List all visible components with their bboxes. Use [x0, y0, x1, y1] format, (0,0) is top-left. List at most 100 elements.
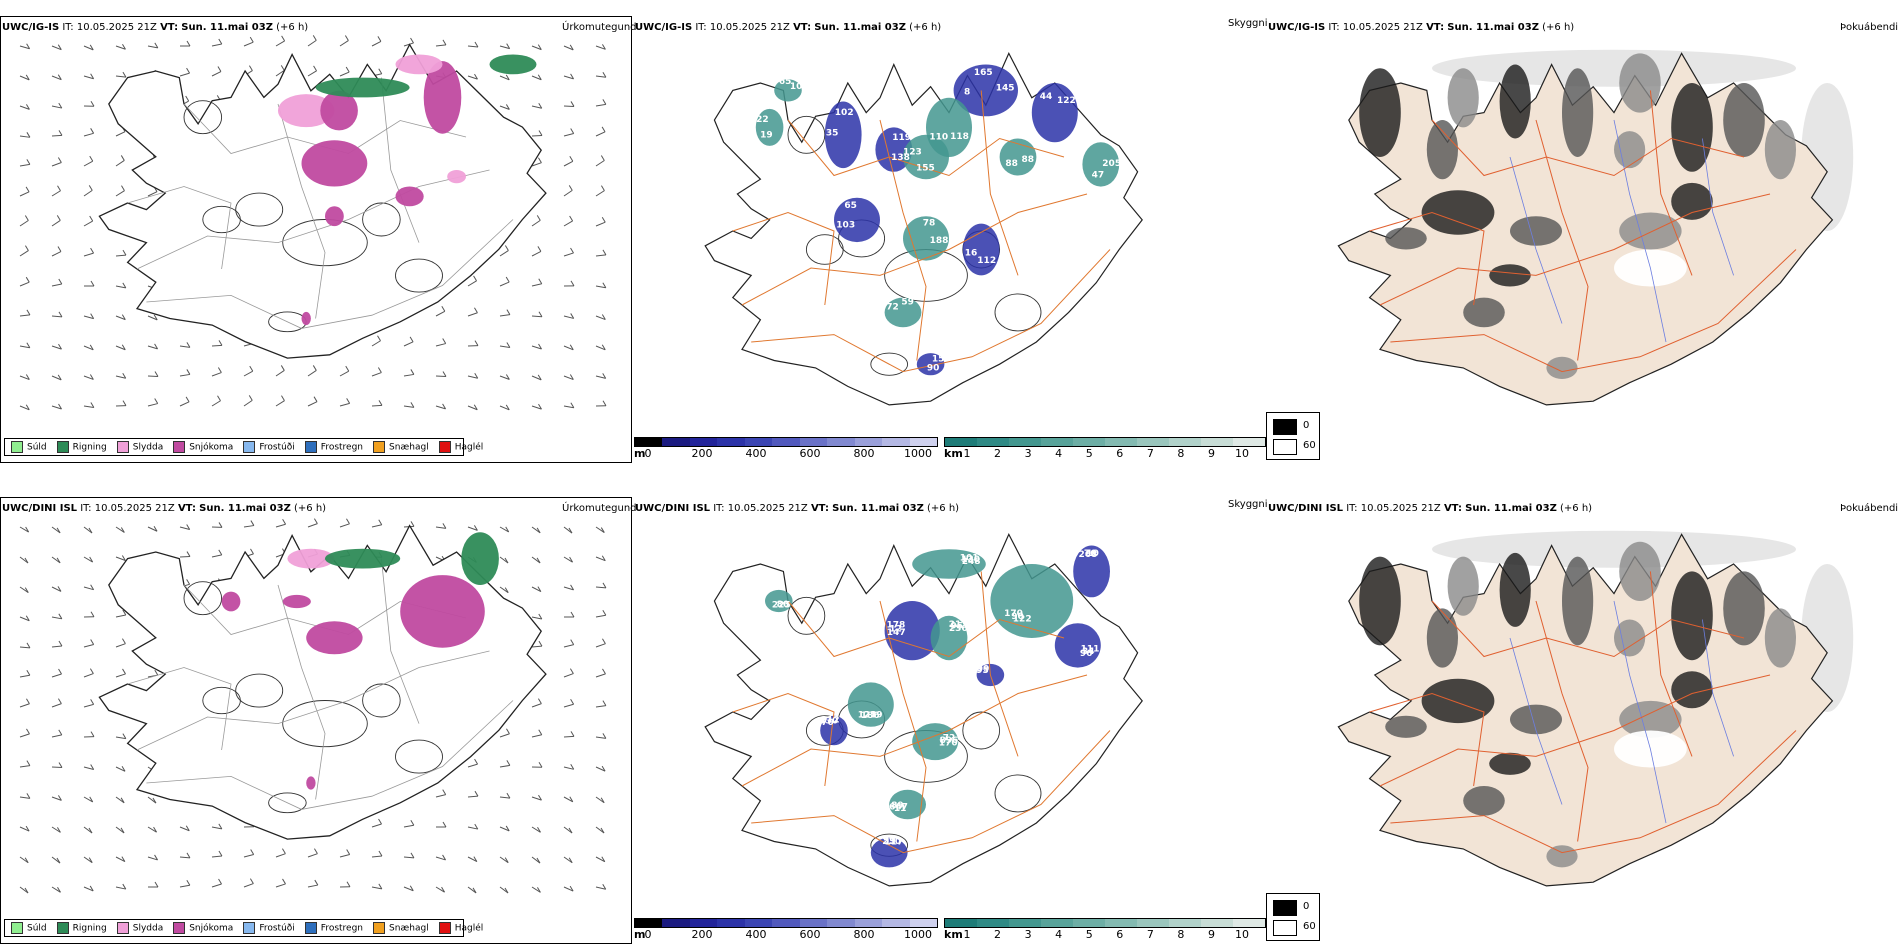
precip-area	[489, 54, 537, 75]
colorbar-tick-label: 0	[644, 447, 652, 460]
wind-barb	[83, 699, 95, 708]
wind-barb	[51, 130, 63, 137]
wind-barb	[147, 881, 159, 888]
wind-barb	[467, 404, 478, 411]
wind-barb	[595, 700, 607, 708]
fog-legend-low-label: 60	[1303, 440, 1316, 451]
visibility-label: 123	[858, 711, 877, 721]
wind-barb	[371, 335, 381, 347]
wind-barb	[531, 102, 543, 109]
wind-barb	[83, 668, 94, 678]
precip-legend-label: Snjókoma	[189, 923, 234, 934]
colorbar-tick-label: 400	[745, 447, 767, 460]
wind-barb	[115, 826, 125, 834]
visibility-area	[870, 837, 908, 868]
visibility-label: 117	[885, 838, 904, 848]
fog-area	[1546, 356, 1578, 379]
fog-area	[1723, 83, 1765, 157]
road-line	[1649, 571, 1693, 757]
wind-barb	[563, 885, 574, 892]
wind-barb	[115, 282, 127, 289]
wind-barb	[595, 282, 607, 289]
wind-barb	[467, 373, 479, 379]
colorbar-step	[977, 919, 1009, 927]
wind-barb	[115, 796, 125, 804]
visibility-area	[1054, 623, 1101, 668]
wind-barb	[595, 884, 607, 890]
precip-legend-label: Rigning	[72, 923, 107, 934]
visibility-area	[755, 108, 784, 146]
precip-area	[278, 94, 335, 128]
road-network	[732, 571, 1111, 854]
wind-barb	[531, 698, 542, 708]
visibility-label: 236	[949, 624, 968, 634]
wind-barb	[19, 642, 31, 649]
road-network	[1369, 90, 1797, 373]
visibility-label: 138	[891, 153, 910, 163]
wind-barb	[563, 698, 575, 708]
precip-type-map	[19, 35, 607, 411]
colorbar-step	[854, 919, 883, 927]
wind-barb	[211, 66, 222, 77]
panel-title: UWC/DINI ISL IT: 10.05.2025 21Z VT: Sun.…	[635, 503, 960, 514]
glacier-outlines	[183, 581, 443, 814]
fog-area	[1426, 608, 1458, 668]
wind-barb	[83, 73, 95, 80]
visibility-label: 248	[962, 557, 981, 567]
wind-barb	[83, 247, 95, 257]
road-line	[277, 103, 326, 319]
fog-area	[1447, 68, 1479, 128]
wind-barb	[51, 556, 61, 564]
precip-legend-item: Súld	[11, 441, 47, 453]
precip-legend-item: Rigning	[56, 441, 107, 453]
fog-haze-area	[1432, 49, 1796, 87]
precip-legend-label: Slydda	[132, 923, 164, 934]
wind-barb	[531, 74, 542, 81]
wind-barb	[339, 518, 350, 528]
colorbar-step	[799, 438, 828, 446]
wind-barb	[83, 856, 93, 864]
wind-barb	[499, 825, 510, 832]
wind-barb	[83, 313, 95, 320]
fog-area	[1671, 571, 1713, 661]
visibility-label: 80	[777, 600, 790, 610]
wind-barb	[563, 611, 575, 618]
wind-barb	[147, 42, 159, 49]
visibility-label: 170	[1004, 609, 1023, 619]
wind-barb	[563, 639, 575, 648]
wind-barb	[563, 731, 575, 738]
visibility-label: 225	[772, 600, 791, 610]
wind-barb	[19, 276, 30, 287]
wind-barb	[531, 640, 543, 648]
fog-legend-high-swatch	[1273, 419, 1297, 435]
wind-barb	[19, 74, 30, 81]
visibility-label: 123	[903, 148, 922, 158]
wind-barb	[403, 402, 415, 408]
precip-legend-item: Snæhagl	[373, 922, 429, 934]
road-line	[277, 584, 326, 800]
precip-area	[221, 591, 241, 612]
glacier-outline	[805, 234, 844, 265]
precip-area	[301, 311, 311, 326]
colorbar-step	[1009, 438, 1041, 446]
wind-barb	[499, 104, 510, 110]
wind-barb	[563, 764, 575, 770]
colorbar-step	[945, 438, 977, 446]
visibility-label: 119	[892, 133, 911, 143]
wind-barb	[563, 344, 574, 351]
glacier-outline	[787, 596, 826, 635]
glacier-outline	[282, 700, 368, 748]
wind-barb	[403, 819, 415, 828]
colorbar-step	[717, 438, 745, 446]
precip-legend-item: Frostúði	[243, 441, 295, 453]
wind-barb	[51, 526, 61, 534]
colorbar-step	[1201, 438, 1233, 446]
wind-barb	[51, 856, 61, 864]
visibility-area	[912, 549, 986, 579]
wind-barb	[19, 309, 31, 317]
wind-barb	[19, 886, 29, 894]
glacier-outline	[395, 739, 443, 774]
wind-barb	[339, 365, 350, 377]
visibility-label: 330	[819, 717, 838, 727]
